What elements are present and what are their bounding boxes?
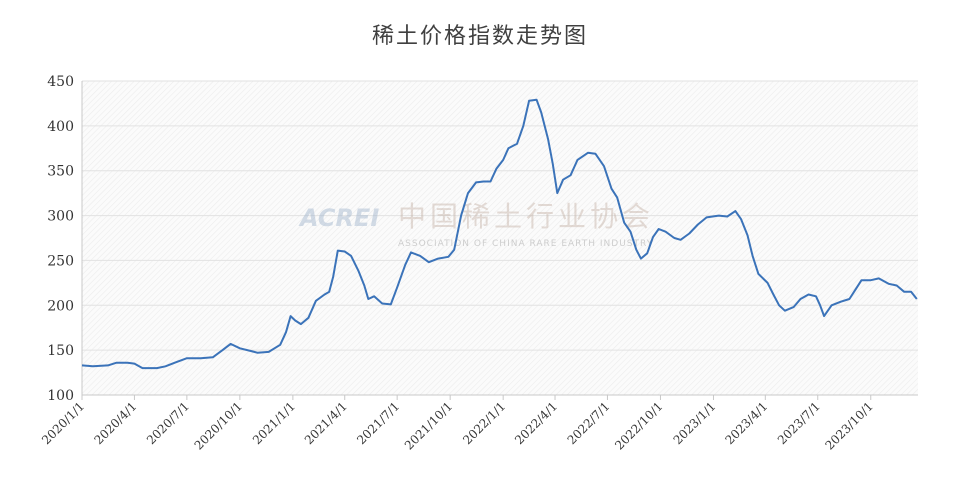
y-tick-label: 100 xyxy=(47,388,74,404)
x-tick-label: 2021/1/1 xyxy=(250,399,298,447)
x-axis-ticks: 2020/1/1 2020/4/1 2020/7/1 2020/10/1 2021/1/… xyxy=(39,395,876,453)
y-axis-ticks: 100 150 200 250 300 350 400 450 xyxy=(47,74,74,404)
x-tick-label: 2021/10/1 xyxy=(402,399,455,452)
x-tick-label: 2020/1/1 xyxy=(39,399,87,447)
y-tick-label: 250 xyxy=(47,253,74,269)
series-line xyxy=(81,98,918,370)
watermark-name-cn: 中国稀土行业协会 xyxy=(398,200,654,233)
watermark-logo: ACREI xyxy=(298,204,379,232)
x-tick-label: 2021/7/1 xyxy=(354,399,402,447)
x-tick-label: 2020/7/1 xyxy=(144,399,192,447)
chart-title: 稀土价格指数走势图 xyxy=(371,24,588,49)
y-tick-label: 350 xyxy=(47,164,74,180)
watermark: ACREI 中国稀土行业协会 ASSOCIATION OF CHINA RARE… xyxy=(298,200,654,249)
y-tick-label: 150 xyxy=(47,343,74,359)
y-tick-label: 300 xyxy=(47,209,74,225)
y-tick-label: 450 xyxy=(47,74,74,90)
x-tick-label: 2023/10/1 xyxy=(822,399,875,452)
x-tick-label: 2023/7/1 xyxy=(775,399,823,447)
x-tick-label: 2020/4/1 xyxy=(92,399,140,447)
plot-area xyxy=(82,81,918,395)
x-tick-label: 2022/7/1 xyxy=(565,399,613,447)
y-tick-label: 200 xyxy=(47,298,74,314)
x-tick-label: 2023/1/1 xyxy=(671,399,719,447)
x-tick-label: 2021/4/1 xyxy=(302,399,350,447)
x-tick-label: 2020/10/1 xyxy=(192,399,245,452)
x-tick-label: 2022/1/1 xyxy=(460,399,508,447)
axes xyxy=(81,81,918,396)
y-tick-label: 400 xyxy=(47,119,74,135)
x-tick-label: 2022/10/1 xyxy=(612,399,665,452)
watermark-name-en: ASSOCIATION OF CHINA RARE EARTH INDUSTRY xyxy=(398,239,653,249)
x-tick-label: 2022/4/1 xyxy=(512,399,560,447)
x-tick-label: 2023/4/1 xyxy=(722,399,770,447)
